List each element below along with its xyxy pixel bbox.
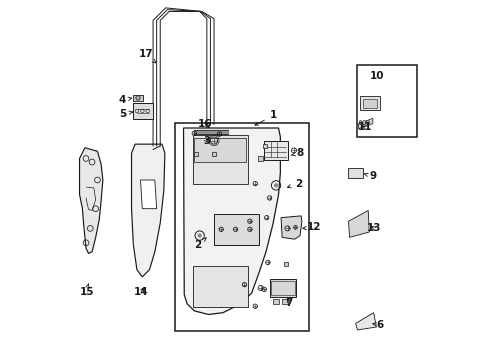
Bar	[211, 152, 216, 156]
Bar	[273, 299, 278, 305]
Bar	[362, 99, 376, 108]
Text: 9: 9	[363, 171, 376, 181]
Bar	[264, 140, 287, 160]
Ellipse shape	[359, 121, 362, 125]
Bar	[194, 138, 246, 162]
Bar	[192, 135, 247, 184]
Polygon shape	[281, 216, 301, 239]
Text: 12: 12	[302, 222, 321, 232]
Text: 2: 2	[194, 238, 206, 249]
Text: 17: 17	[138, 49, 156, 63]
Bar	[214, 214, 258, 244]
Polygon shape	[140, 180, 156, 209]
Bar	[263, 144, 267, 148]
Text: 2: 2	[287, 179, 301, 189]
Polygon shape	[131, 144, 164, 277]
Circle shape	[273, 183, 278, 188]
Text: 5: 5	[120, 109, 132, 119]
Bar	[359, 96, 379, 110]
Bar	[132, 95, 143, 101]
Polygon shape	[355, 313, 376, 330]
Text: 8: 8	[290, 148, 303, 158]
Bar	[269, 279, 296, 297]
Polygon shape	[183, 128, 280, 315]
Text: 6: 6	[372, 320, 383, 330]
Bar	[192, 266, 247, 307]
Text: 10: 10	[369, 71, 384, 81]
Ellipse shape	[362, 121, 365, 125]
Text: 13: 13	[366, 224, 381, 233]
Bar	[258, 156, 262, 161]
Text: 7: 7	[285, 298, 292, 308]
Polygon shape	[358, 118, 372, 129]
Text: 16: 16	[198, 120, 212, 129]
Ellipse shape	[366, 121, 368, 125]
Bar	[194, 152, 198, 156]
Bar	[283, 262, 287, 266]
Bar	[133, 103, 153, 119]
Bar	[348, 168, 362, 178]
Text: 14: 14	[134, 287, 148, 297]
Polygon shape	[80, 148, 102, 253]
Bar	[271, 281, 294, 295]
Ellipse shape	[136, 96, 140, 100]
Text: 1: 1	[255, 111, 276, 125]
Bar	[174, 123, 308, 330]
Bar	[357, 65, 416, 137]
Circle shape	[197, 233, 202, 238]
Polygon shape	[348, 211, 368, 237]
Text: 11: 11	[357, 122, 371, 132]
Text: 3: 3	[203, 136, 210, 145]
Text: 15: 15	[79, 284, 94, 297]
Text: 4: 4	[118, 95, 131, 105]
Bar	[282, 299, 287, 305]
